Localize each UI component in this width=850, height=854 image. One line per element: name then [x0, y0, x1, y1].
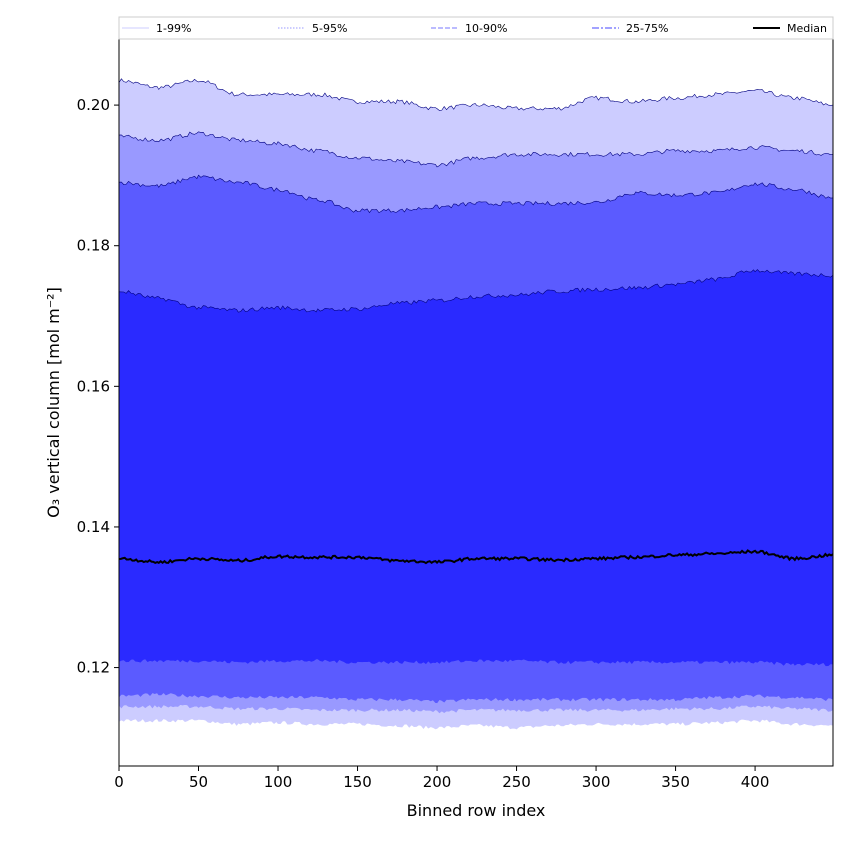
x-tick-label: 200: [423, 773, 452, 791]
band-lower-edge-2: [119, 692, 833, 704]
legend-label-3: 25-75%: [626, 22, 668, 35]
x-tick-label: 250: [502, 773, 531, 791]
band-upper-edge-3: [119, 269, 833, 313]
median-line: [119, 549, 833, 565]
band-upper-edge-0: [119, 78, 833, 111]
x-tick-label: 400: [741, 773, 770, 791]
y-tick-label: 0.20: [77, 96, 110, 114]
band-lower-edge-3: [119, 658, 833, 667]
y-axis-label: O₃ vertical column [mol m⁻²]: [44, 287, 63, 518]
band-lower-edge-0: [119, 718, 833, 730]
legend: 1-99% 5-95% 10-90% 25-75% Median: [118, 16, 834, 40]
band-lower-edge-1: [119, 704, 833, 714]
x-tick-label: 150: [343, 773, 372, 791]
band-25-75pct: [119, 269, 833, 666]
legend-label-1: 5-95%: [312, 22, 347, 35]
x-tick-label: 350: [661, 773, 690, 791]
y-tick-label: 0.18: [77, 237, 110, 255]
legend-label-4: Median: [787, 22, 827, 35]
y-tick-label: 0.12: [77, 659, 110, 677]
band-upper-edge-1: [119, 131, 833, 168]
legend-label-0: 1-99%: [156, 22, 191, 35]
x-tick-label: 50: [189, 773, 208, 791]
x-tick-label: 100: [264, 773, 293, 791]
plot-area: [119, 78, 833, 730]
y-tick-label: 0.16: [77, 377, 110, 395]
x-tick-label: 300: [582, 773, 611, 791]
legend-label-2: 10-90%: [465, 22, 507, 35]
x-axis-label: Binned row index: [407, 801, 546, 820]
x-tick-label: 0: [114, 773, 124, 791]
band-upper-edge-2: [119, 174, 833, 214]
y-tick-label: 0.14: [77, 518, 110, 536]
legend-box: [118, 16, 834, 40]
